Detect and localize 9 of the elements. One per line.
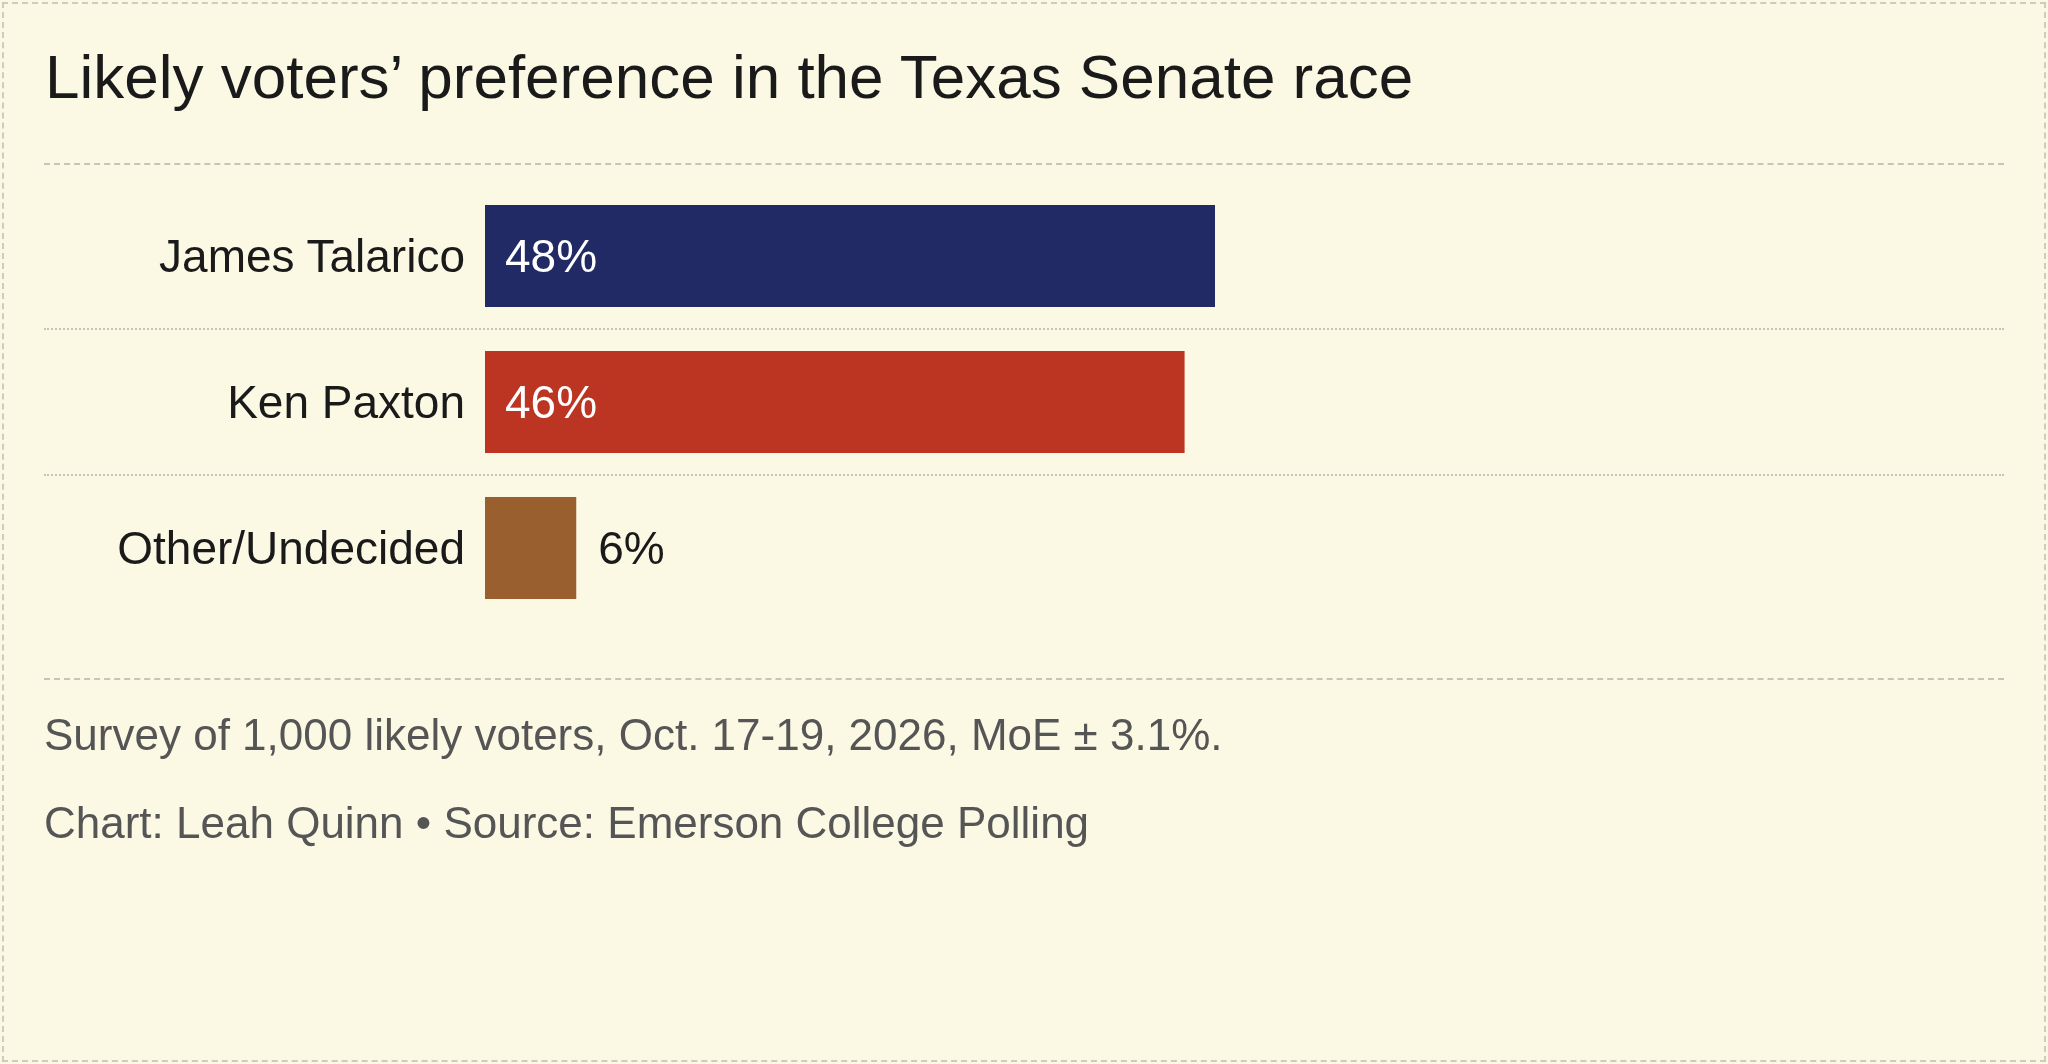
y-tick-label: Ken Paxton (227, 376, 465, 428)
y-tick-label: James Talarico (159, 230, 465, 282)
text: Survey of 1,000 likely voters, Oct. 17-19, 2026, MoE ± 3.1%. (44, 709, 1223, 759)
data-label: 46% (505, 376, 598, 428)
data-label: 6% (598, 522, 665, 574)
y-tick-label: Other/Undecided (117, 522, 465, 574)
data-label: 48% (505, 230, 598, 282)
text: Chart: Leah Quinn • Source: Emerson College Polling (44, 797, 1090, 847)
chart-title: Likely voters’ preference in the Texas Senate race (45, 41, 1414, 111)
